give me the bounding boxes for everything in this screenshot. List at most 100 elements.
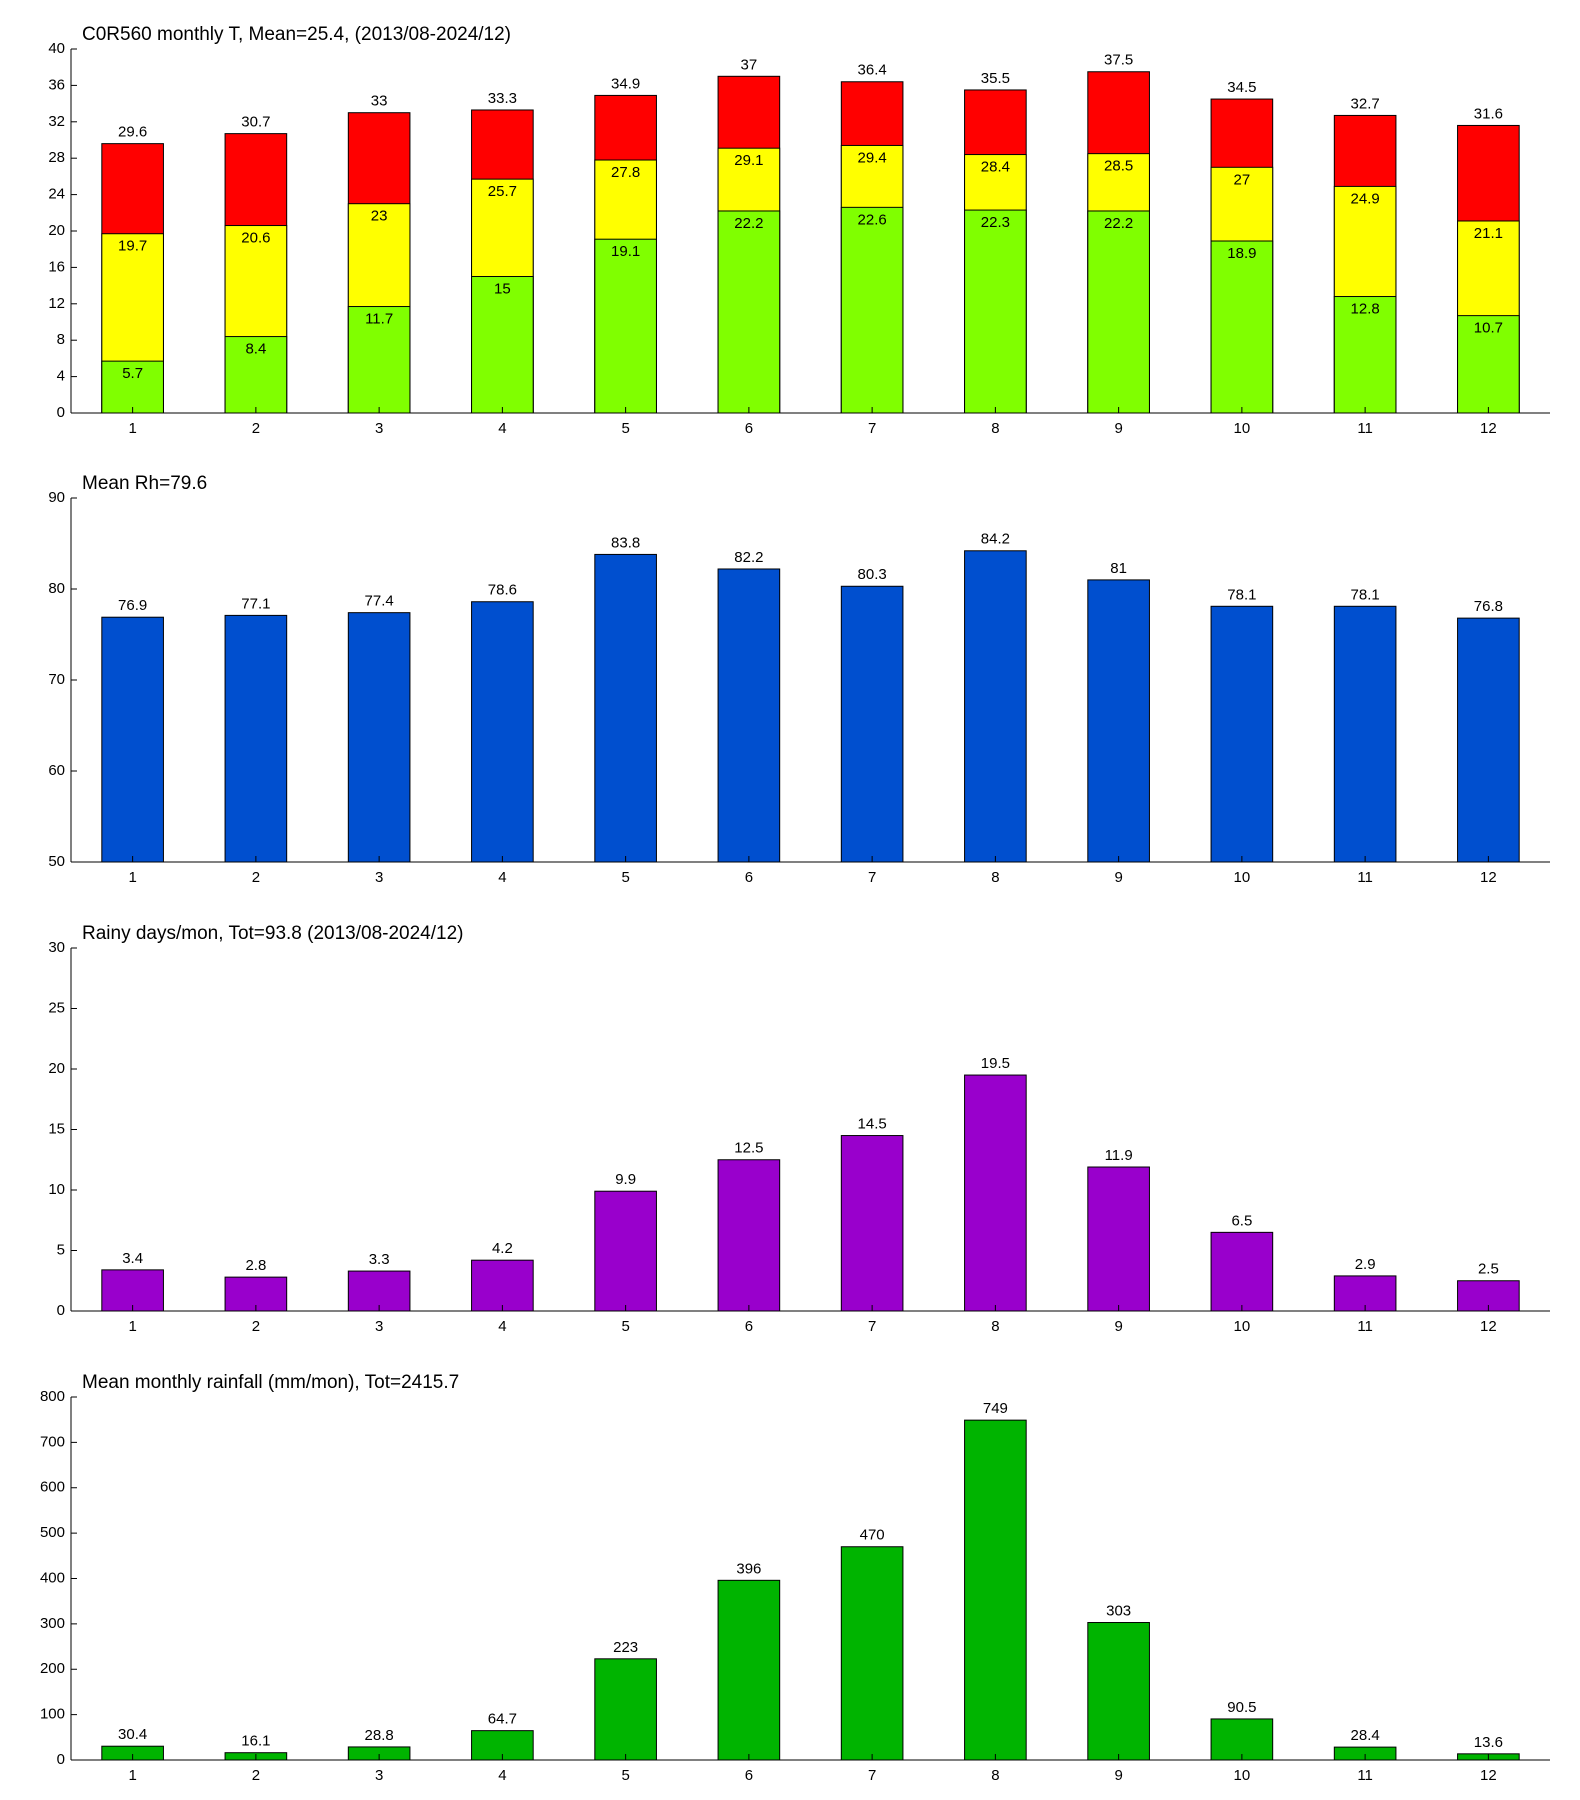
- bar: [594, 1190, 657, 1312]
- y-tick-label: 700: [40, 1433, 65, 1450]
- x-tick-label: 10: [1234, 869, 1251, 886]
- bar: [224, 614, 288, 863]
- x-tick-label: 7: [868, 420, 876, 437]
- data-label: 29.1: [734, 152, 763, 169]
- data-label: 76.9: [118, 597, 147, 614]
- data-label: 34.5: [1227, 79, 1256, 96]
- data-label: 32.7: [1351, 95, 1380, 112]
- data-label: 5.7: [122, 365, 143, 382]
- x-tick-label: 1: [128, 1767, 136, 1784]
- data-label: 303: [1106, 1602, 1131, 1619]
- data-label: 77.4: [365, 593, 394, 610]
- bar: [1087, 210, 1150, 414]
- data-label: 76.8: [1474, 598, 1503, 615]
- data-label: 78.6: [488, 582, 517, 599]
- x-tick-label: 7: [868, 1767, 876, 1784]
- x-tick-label: 5: [621, 869, 629, 886]
- y-tick-label: 400: [40, 1569, 65, 1586]
- x-tick-label: 12: [1480, 1767, 1497, 1784]
- data-label: 11.9: [1105, 1147, 1133, 1164]
- bar: [471, 276, 534, 414]
- x-tick-label: 8: [991, 420, 999, 437]
- data-label: 83.8: [611, 534, 640, 551]
- data-label: 28.5: [1104, 158, 1133, 175]
- x-tick-label: 4: [498, 1318, 506, 1335]
- x-tick-label: 5: [621, 1767, 629, 1784]
- y-tick-label: 0: [57, 1302, 65, 1319]
- bar: [347, 612, 411, 863]
- x-tick-label: 1: [128, 420, 136, 437]
- data-label: 78.1: [1351, 586, 1380, 603]
- x-tick-label: 11: [1357, 1767, 1373, 1784]
- bar: [1333, 605, 1397, 863]
- bar: [1210, 240, 1274, 414]
- data-label: 223: [613, 1639, 638, 1656]
- bar: [101, 1269, 164, 1312]
- data-label: 29.6: [118, 124, 147, 141]
- bar: [1087, 1166, 1150, 1312]
- data-label: 33.3: [488, 90, 517, 107]
- x-tick-label: 6: [745, 420, 753, 437]
- x-tick-label: 1: [128, 1318, 136, 1335]
- x-tick-label: 2: [252, 420, 260, 437]
- bar: [471, 1730, 534, 1761]
- bar: [1210, 605, 1274, 863]
- data-label: 3.4: [122, 1250, 143, 1267]
- y-tick-label: 90: [48, 489, 65, 506]
- y-tick-label: 0: [57, 404, 65, 421]
- x-tick-label: 3: [375, 869, 383, 886]
- x-tick-label: 3: [375, 1767, 383, 1784]
- bar: [1087, 579, 1150, 863]
- y-tick-label: 20: [48, 1060, 65, 1077]
- data-label: 20.6: [241, 230, 270, 247]
- data-label: 4.2: [492, 1240, 513, 1257]
- y-tick-label: 32: [48, 113, 65, 130]
- x-tick-label: 6: [745, 869, 753, 886]
- bar: [840, 1546, 904, 1761]
- y-tick-label: 4: [57, 368, 65, 385]
- x-tick-label: 9: [1114, 420, 1122, 437]
- y-tick-label: 12: [48, 295, 65, 312]
- bar: [1210, 1718, 1274, 1761]
- bar: [964, 1074, 1027, 1312]
- x-tick-label: 4: [498, 869, 506, 886]
- x-tick-label: 11: [1357, 869, 1373, 886]
- data-label: 22.2: [734, 215, 763, 232]
- data-label: 37: [741, 56, 758, 73]
- data-label: 27.8: [611, 164, 640, 181]
- data-label: 36.4: [858, 62, 887, 79]
- data-label: 23: [371, 208, 388, 225]
- y-tick-label: 100: [40, 1706, 65, 1723]
- x-tick-label: 2: [252, 1318, 260, 1335]
- data-label: 30.7: [241, 114, 270, 131]
- x-tick-label: 12: [1480, 869, 1497, 886]
- data-label: 21.1: [1474, 225, 1503, 242]
- bar: [471, 1259, 534, 1312]
- data-label: 12.8: [1351, 300, 1380, 317]
- data-label: 81: [1110, 560, 1127, 577]
- data-label: 22.2: [1104, 215, 1133, 232]
- data-label: 28.4: [981, 159, 1010, 176]
- data-label: 12.5: [734, 1140, 763, 1157]
- data-label: 33: [371, 93, 388, 110]
- y-tick-label: 20: [48, 222, 65, 239]
- chart-title: Mean monthly rainfall (mm/mon), Tot=2415…: [82, 1372, 459, 1393]
- y-tick-label: 5: [57, 1241, 65, 1258]
- x-tick-label: 6: [745, 1318, 753, 1335]
- data-label: 27: [1234, 171, 1251, 188]
- data-label: 14.5: [858, 1116, 887, 1133]
- data-label: 31.6: [1474, 105, 1503, 122]
- bar: [1087, 1622, 1150, 1761]
- chart-title: C0R560 monthly T, Mean=25.4, (2013/08-20…: [82, 24, 511, 45]
- y-tick-label: 60: [48, 762, 65, 779]
- y-tick-label: 800: [40, 1388, 65, 1405]
- x-tick-label: 7: [868, 869, 876, 886]
- y-tick-label: 600: [40, 1479, 65, 1496]
- bar: [840, 585, 904, 863]
- data-label: 78.1: [1227, 586, 1256, 603]
- x-tick-label: 2: [252, 869, 260, 886]
- bar: [101, 616, 164, 863]
- x-tick-label: 9: [1114, 869, 1122, 886]
- y-tick-label: 70: [48, 671, 65, 688]
